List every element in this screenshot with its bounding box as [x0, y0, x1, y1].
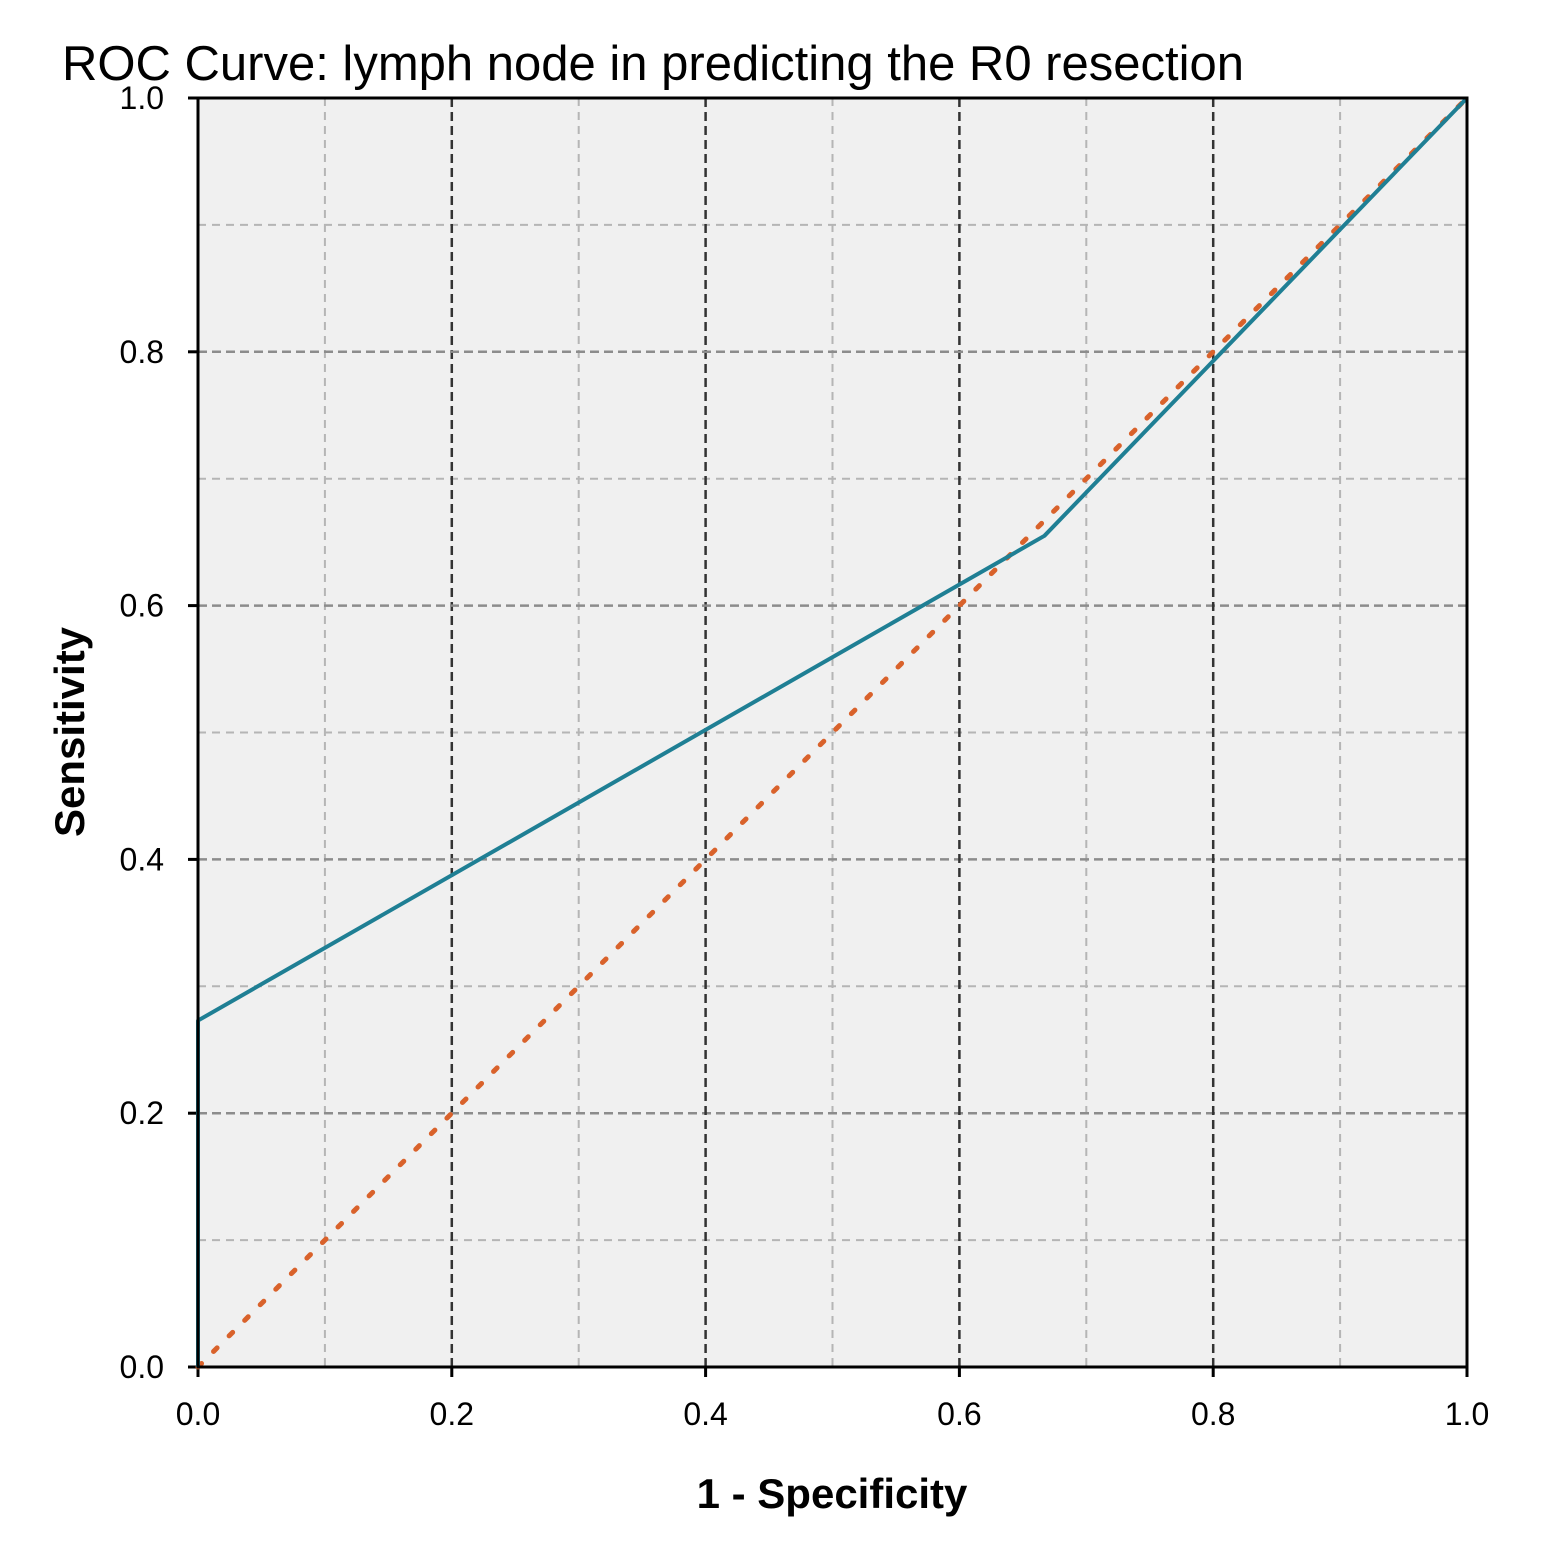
x-tick-label: 0.8: [1191, 1396, 1235, 1432]
y-tick-label: 1.0: [120, 80, 164, 116]
x-tick-label: 0.2: [430, 1396, 474, 1432]
reference-line: [195, 95, 1470, 1370]
x-tick-label: 0.4: [683, 1396, 727, 1432]
x-tick-labels: 0.0 0.2 0.4 0.6 0.8 1.0: [176, 1396, 1489, 1432]
minor-grid: [198, 98, 1467, 1367]
plot-frame: [196, 96, 1469, 1369]
x-tick-label: 1.0: [1445, 1396, 1489, 1432]
y-tick-labels: 0.0 0.2 0.4 0.6 0.8 1.0: [120, 80, 164, 1385]
y-tick-label: 0.6: [120, 588, 164, 624]
y-axis-title: Sensitivity: [46, 626, 93, 837]
y-tick-label: 0.8: [120, 334, 164, 370]
chart-title: ROC Curve: lymph node in predicting the …: [62, 37, 1244, 91]
y-tick-label: 0.2: [120, 1095, 164, 1131]
x-tick-label: 0.6: [937, 1396, 981, 1432]
major-grid: [198, 98, 1467, 1367]
y-tick-label: 0.4: [120, 841, 164, 877]
x-axis-title: 1 - Specificity: [697, 1470, 968, 1517]
y-tick-label: 0.0: [120, 1349, 164, 1385]
x-tick-label: 0.0: [176, 1396, 220, 1432]
